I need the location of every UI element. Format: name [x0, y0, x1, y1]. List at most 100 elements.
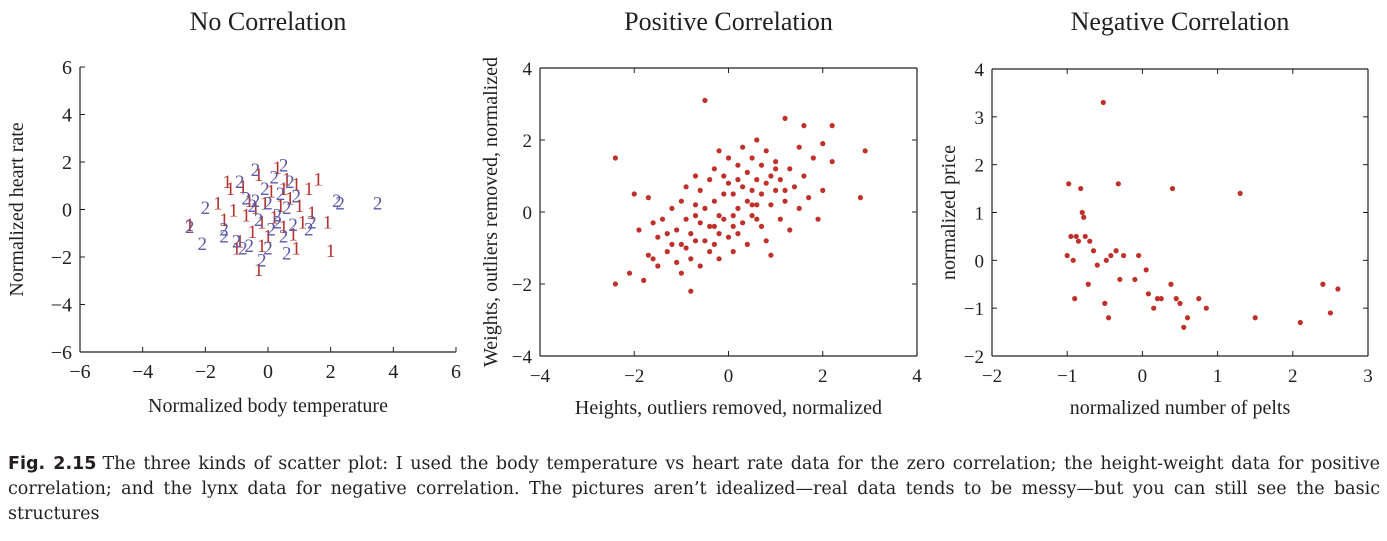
- data-point: 1: [326, 241, 336, 262]
- data-point: [683, 216, 689, 222]
- data-point: [664, 249, 670, 255]
- y-tick-label: 1: [975, 204, 985, 225]
- data-point: 1: [251, 198, 261, 219]
- data-point: [1158, 296, 1164, 302]
- data-point: [768, 202, 774, 208]
- y-tick-label: 6: [62, 57, 72, 79]
- data-point: [1203, 305, 1209, 311]
- x-tick-label: 4: [912, 366, 922, 387]
- data-point: [645, 252, 651, 258]
- data-point: [716, 256, 722, 262]
- data-point: [754, 202, 760, 208]
- x-tick-label: 2: [818, 366, 828, 387]
- x-tick-label: −6: [69, 361, 90, 383]
- data-point: [1184, 315, 1191, 321]
- data-point: 2: [185, 217, 195, 238]
- data-point: [702, 205, 708, 211]
- data-point: [1320, 281, 1326, 287]
- data-point: [1075, 238, 1082, 244]
- data-point: [1117, 276, 1123, 283]
- data-point: 1: [285, 189, 295, 210]
- x-tick-label: 2: [326, 361, 336, 383]
- data-point: [678, 241, 684, 247]
- chart-title: Negative Correlation: [1071, 7, 1290, 36]
- data-point: 2: [263, 239, 273, 260]
- x-axis-label: normalized number of pelts: [1070, 397, 1291, 419]
- x-tick-label: 1: [1213, 366, 1223, 387]
- data-point: [721, 173, 727, 179]
- data-point: 2: [273, 205, 283, 226]
- data-point: [697, 263, 703, 269]
- data-point: 1: [276, 196, 286, 217]
- data-point: [1181, 324, 1187, 330]
- x-tick-label: −2: [624, 366, 644, 387]
- data-point: [1151, 305, 1157, 311]
- data-point: [1327, 310, 1333, 316]
- data-point: [692, 238, 699, 244]
- chart-title: No Correlation: [190, 7, 347, 36]
- data-point: 1: [257, 212, 267, 233]
- data-point: 1: [304, 179, 314, 200]
- data-point: [725, 180, 732, 186]
- data-point: [787, 227, 793, 233]
- data-point: 2: [282, 243, 292, 264]
- data-point: [683, 184, 689, 190]
- y-tick-label: −2: [51, 247, 72, 269]
- data-point: [1094, 262, 1100, 268]
- data-point: [626, 270, 633, 276]
- data-point: [773, 187, 779, 193]
- data-point: [829, 159, 835, 165]
- y-tick-label: −2: [964, 347, 984, 368]
- scatter-panel-positive-correlation: Positive Correlation −4 −2 0 2 4 −4 −2 0 2 4 Height…: [480, 7, 922, 419]
- y-tick-label: −2: [512, 275, 532, 296]
- data-point: 1: [313, 170, 323, 191]
- data-point: 2: [266, 220, 276, 241]
- y-tick-label: 2: [975, 156, 985, 177]
- data-point: [716, 213, 722, 219]
- data-point: [688, 256, 694, 262]
- data-point: [777, 216, 783, 222]
- y-axis-label: Normalized heart rate: [6, 122, 28, 296]
- data-point: [655, 234, 661, 240]
- data-point: [1102, 300, 1108, 306]
- data-point: 1: [307, 203, 317, 224]
- x-tick-label: −4: [530, 366, 551, 387]
- data-point: [725, 234, 732, 240]
- data-point: [631, 191, 637, 197]
- data-point: 1: [254, 260, 264, 281]
- data-point: [669, 241, 675, 247]
- x-tick-label: −4: [132, 361, 153, 383]
- data-point: [688, 231, 694, 237]
- data-point: [641, 277, 647, 283]
- data-point: [1103, 257, 1109, 263]
- data-point: [655, 263, 661, 269]
- data-point: [744, 198, 750, 204]
- data-point: [1132, 276, 1138, 283]
- data-point: 1: [270, 208, 280, 229]
- data-point: 2: [291, 186, 301, 207]
- scatter-panel-negative-correlation: Negative Correlation −2 −1 0 1 2 3 −2 −1 0 1 2 3 4 nor…: [938, 7, 1373, 419]
- data-point: [730, 191, 736, 197]
- data-point: [659, 216, 666, 222]
- data-point: [711, 241, 717, 247]
- data-point: [862, 148, 868, 154]
- data-point: [664, 231, 670, 237]
- data-point: [707, 223, 713, 229]
- data-point: [1173, 296, 1179, 302]
- data-point: [801, 123, 807, 129]
- data-point: 2: [251, 191, 261, 212]
- data-point: 2: [244, 236, 254, 257]
- data-point: [674, 227, 680, 233]
- y-axis-label: normalized price: [938, 145, 960, 280]
- x-tick-label: 2: [1288, 366, 1298, 387]
- data-point: 1: [263, 227, 273, 248]
- data-point: 2: [332, 191, 342, 212]
- data-point: 1: [298, 212, 308, 233]
- data-point: [636, 227, 642, 233]
- data-point: [735, 231, 741, 237]
- data-point: [645, 195, 651, 201]
- data-point: [692, 202, 699, 208]
- data-point: [829, 123, 835, 129]
- y-tick-label: 2: [62, 152, 72, 174]
- x-axis-label: Heights, outliers removed, normalized: [575, 397, 882, 419]
